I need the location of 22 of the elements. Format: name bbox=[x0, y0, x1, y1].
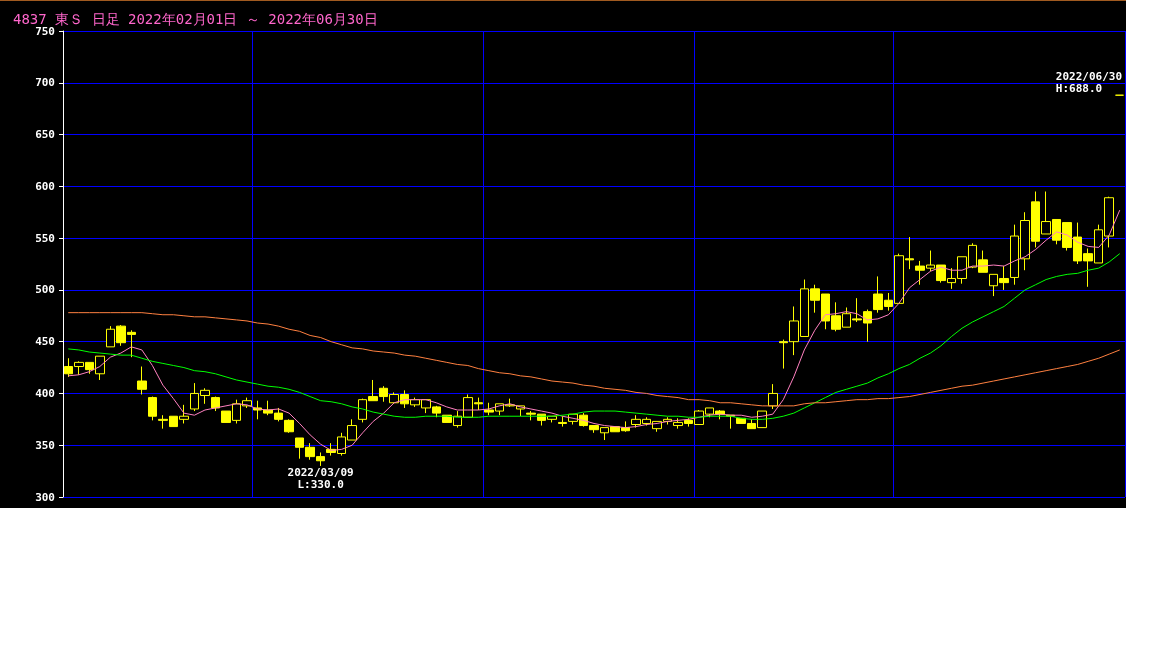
y-tick-label: 550 bbox=[35, 231, 55, 245]
y-tick-label: 300 bbox=[35, 490, 55, 504]
candlestick bbox=[148, 396, 157, 421]
line-series bbox=[67, 312, 1121, 407]
y-tick-label: 350 bbox=[35, 438, 55, 452]
y-tick-label: 600 bbox=[35, 179, 55, 193]
candlestick bbox=[284, 418, 294, 434]
annotation: 2022/03/09 L:330.0 bbox=[287, 466, 354, 492]
candlestick bbox=[558, 415, 567, 428]
y-tick-label: 450 bbox=[35, 335, 55, 349]
chart-title: 4837 東Ｓ 日足 2022年02月01日 ～ 2022年06月30日 bbox=[13, 11, 378, 27]
candlestick bbox=[137, 366, 147, 395]
y-tick-label: 650 bbox=[35, 128, 55, 142]
y-tick-label: 750 bbox=[35, 24, 55, 38]
y-tick-label: 700 bbox=[35, 76, 55, 90]
candlestick bbox=[768, 383, 778, 410]
candlestick bbox=[211, 396, 220, 412]
y-tick-label: 500 bbox=[35, 283, 55, 297]
y-tick-label: 400 bbox=[35, 386, 55, 400]
line-series bbox=[67, 253, 1121, 420]
annotation: 2022/06/30 H:688.0 bbox=[1055, 69, 1123, 95]
line-series bbox=[67, 209, 1121, 451]
